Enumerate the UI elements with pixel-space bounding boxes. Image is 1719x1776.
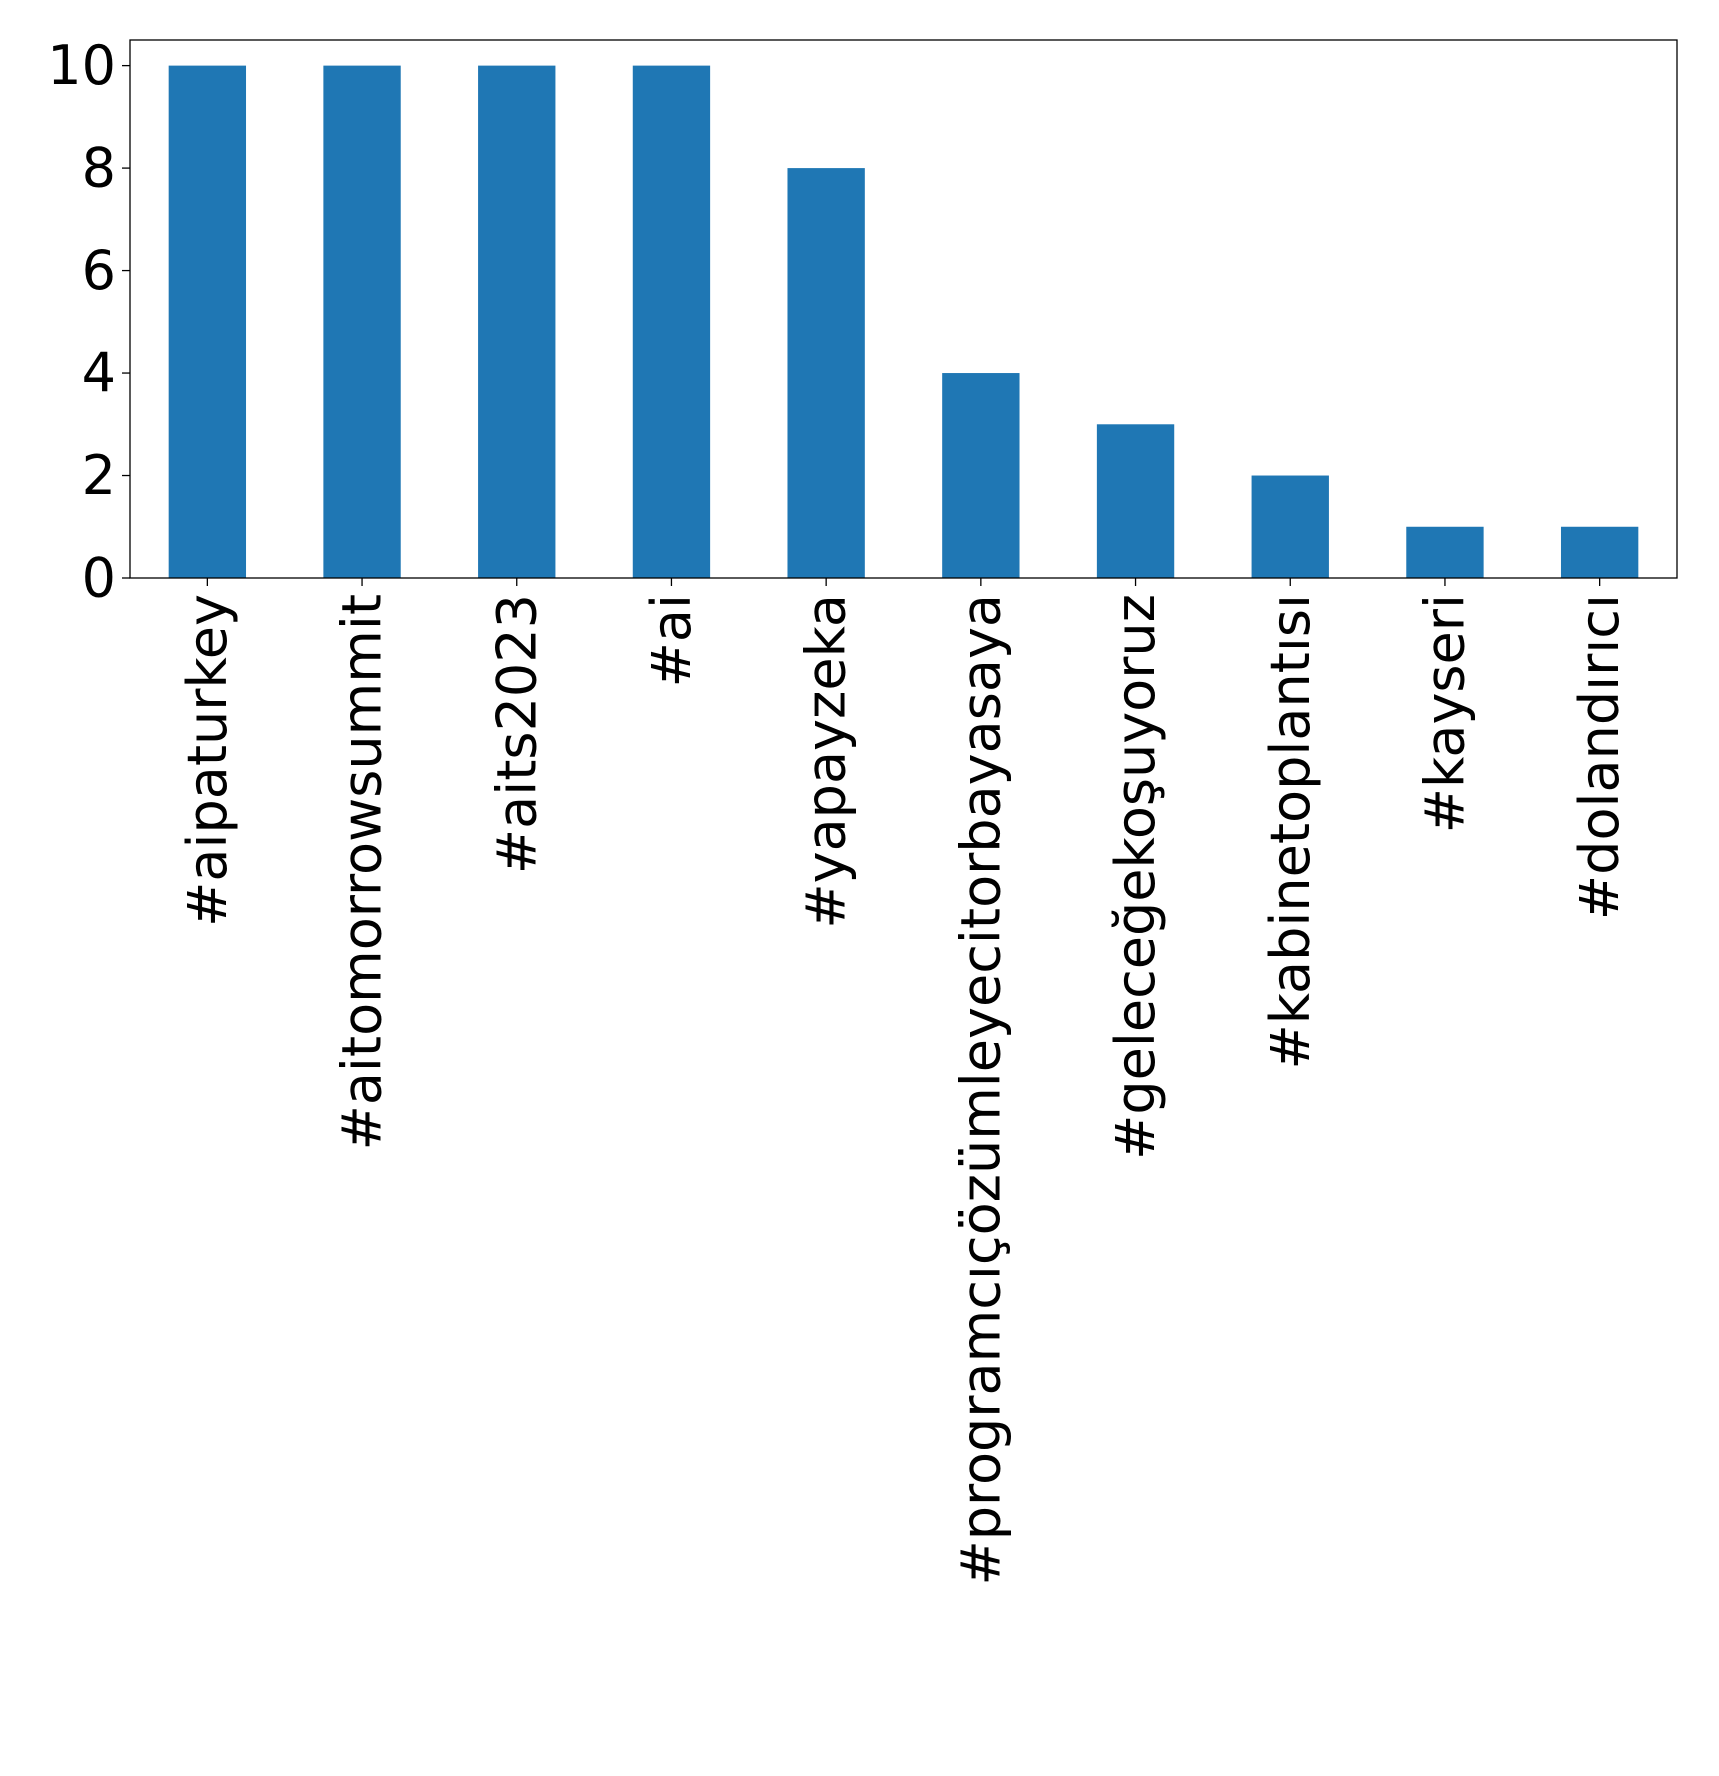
bar: [323, 65, 401, 579]
bar: [787, 168, 865, 578]
x-tick-label: #yapayzeka: [795, 594, 858, 929]
bar: [632, 65, 711, 579]
y-tick-label: 0: [82, 547, 116, 610]
x-tick-label: #kabinetoplantısı: [1259, 594, 1322, 1070]
bar: [478, 65, 556, 579]
x-tick-label: #programcıçözümleyecitorbayasaya: [949, 594, 1012, 1586]
x-tick-label: #dolandırıcı: [1568, 594, 1631, 920]
x-tick-label: #aits2023: [485, 594, 548, 874]
bar: [1406, 526, 1484, 578]
bar: [168, 65, 247, 579]
x-axis: #aipaturkey #aitomorrowsummit #aits2023 #ai…: [176, 578, 1631, 1586]
bar: [1096, 424, 1175, 578]
x-tick-label: #aitomorrowsummit: [331, 594, 394, 1150]
x-tick-label: #ai: [640, 594, 703, 687]
x-tick-label: #kayseri: [1413, 594, 1476, 833]
y-axis: 0 2 4 6 8 10: [47, 34, 130, 610]
bar: [1251, 475, 1329, 578]
y-tick-label: 4: [82, 342, 116, 405]
y-tick-label: 2: [82, 444, 116, 507]
x-tick-label: #geleceğekoşuyoruz: [1104, 594, 1167, 1160]
bars-group: [168, 65, 1639, 579]
plot-frame: [129, 39, 1678, 579]
y-tick-label: 6: [82, 239, 116, 302]
x-tick-label: #aipaturkey: [176, 594, 239, 927]
y-tick-label: 10: [47, 34, 116, 97]
bar: [1560, 526, 1639, 578]
bar: [942, 373, 1020, 578]
y-tick-label: 8: [82, 137, 116, 200]
